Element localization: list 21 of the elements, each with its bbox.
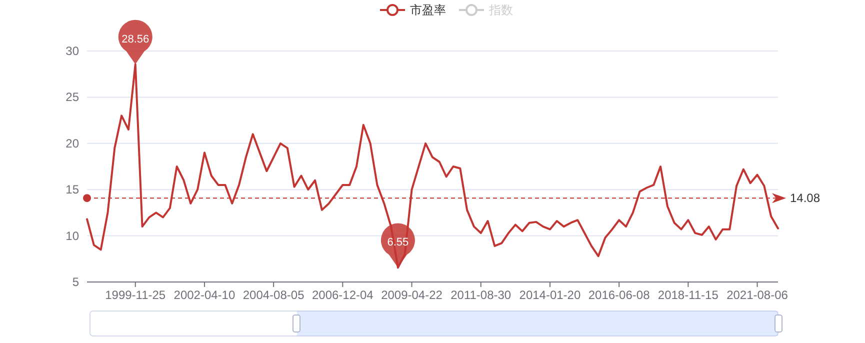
ref-line-label: 14.08: [790, 191, 820, 206]
x-tick-label: 2004-08-05: [242, 288, 305, 302]
x-tick-label: 2011-08-30: [450, 288, 512, 302]
x-tick-label: 1999-11-25: [105, 288, 166, 302]
x-tick-label: 2002-04-10: [174, 288, 236, 302]
line-series: [86, 63, 779, 269]
legend-label: 市盈率: [410, 3, 446, 17]
x-tick-label: 2014-01-20: [519, 288, 581, 302]
x-tick-label: 2021-08-06: [726, 288, 788, 302]
y-tick-label: 30: [66, 44, 80, 58]
x-tick-label: 2009-04-22: [381, 288, 443, 302]
x-tick-label: 2018-11-15: [658, 288, 719, 302]
x-tick-label: 2016-06-08: [588, 288, 650, 302]
y-tick-label: 5: [72, 275, 80, 289]
y-tick-label: 15: [66, 182, 80, 197]
annotation: 28.56: [122, 33, 150, 46]
y-tick-label: 20: [66, 136, 80, 150]
x-tick-label: 2006-12-04: [312, 288, 374, 302]
y-tick-label: 25: [66, 90, 80, 104]
y-tick-label: 10: [66, 228, 80, 243]
annotation: 6.55: [387, 236, 409, 249]
